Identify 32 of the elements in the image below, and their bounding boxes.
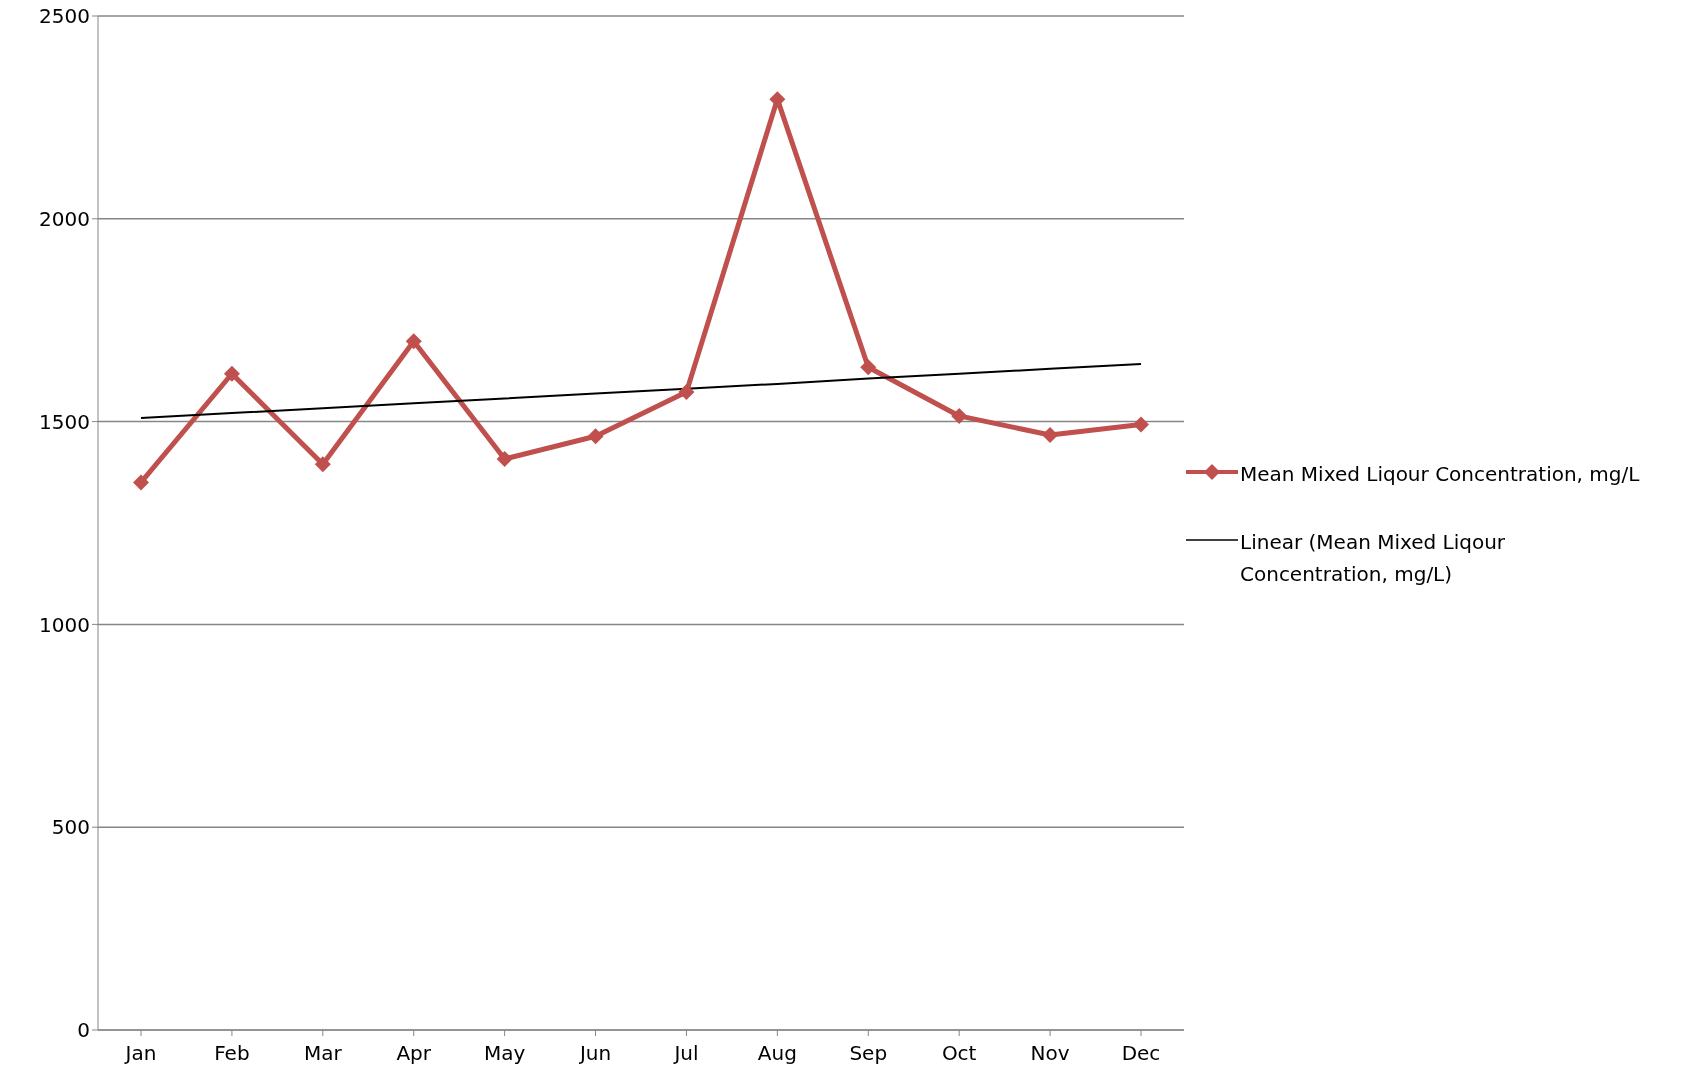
legend-label: Mean Mixed Liqour Concentration, mg/L xyxy=(1240,460,1640,488)
x-tick-label: Dec xyxy=(1121,1041,1161,1066)
x-tick-label: Jul xyxy=(672,1041,699,1066)
y-tick-label: 1000 xyxy=(39,612,90,637)
x-tick-label: Apr xyxy=(396,1041,432,1066)
y-tick-label: 0 xyxy=(77,1018,90,1043)
y-tick-label: 2500 xyxy=(39,4,90,29)
point xyxy=(133,474,149,491)
legend-label: Linear (Mean Mixed Liqour Concentration, mg/L) xyxy=(1240,528,1507,588)
point xyxy=(1133,416,1149,433)
point xyxy=(223,365,240,382)
x-tick-label: Jan xyxy=(123,1041,157,1066)
x-tick-label: Aug xyxy=(757,1041,797,1066)
x-tick-label: Jun xyxy=(577,1041,612,1066)
x-tick-label: Oct xyxy=(941,1041,977,1066)
x-tick-label: May xyxy=(483,1041,526,1066)
point xyxy=(496,450,513,467)
y-tick-label: 500 xyxy=(51,815,90,840)
y-tick-label: 1500 xyxy=(39,409,90,434)
x-tick-label: Mar xyxy=(303,1041,343,1066)
line-series xyxy=(140,363,1142,419)
y-tick-label: 2000 xyxy=(39,206,90,231)
point xyxy=(587,428,604,445)
x-tick-label: Sep xyxy=(849,1041,888,1066)
point xyxy=(405,333,422,350)
point xyxy=(951,407,968,424)
x-tick-label: Feb xyxy=(214,1041,250,1066)
point xyxy=(678,383,695,400)
point xyxy=(1042,426,1059,443)
point xyxy=(314,456,331,473)
x-tick-label: Nov xyxy=(1030,1041,1070,1066)
point xyxy=(860,359,877,376)
